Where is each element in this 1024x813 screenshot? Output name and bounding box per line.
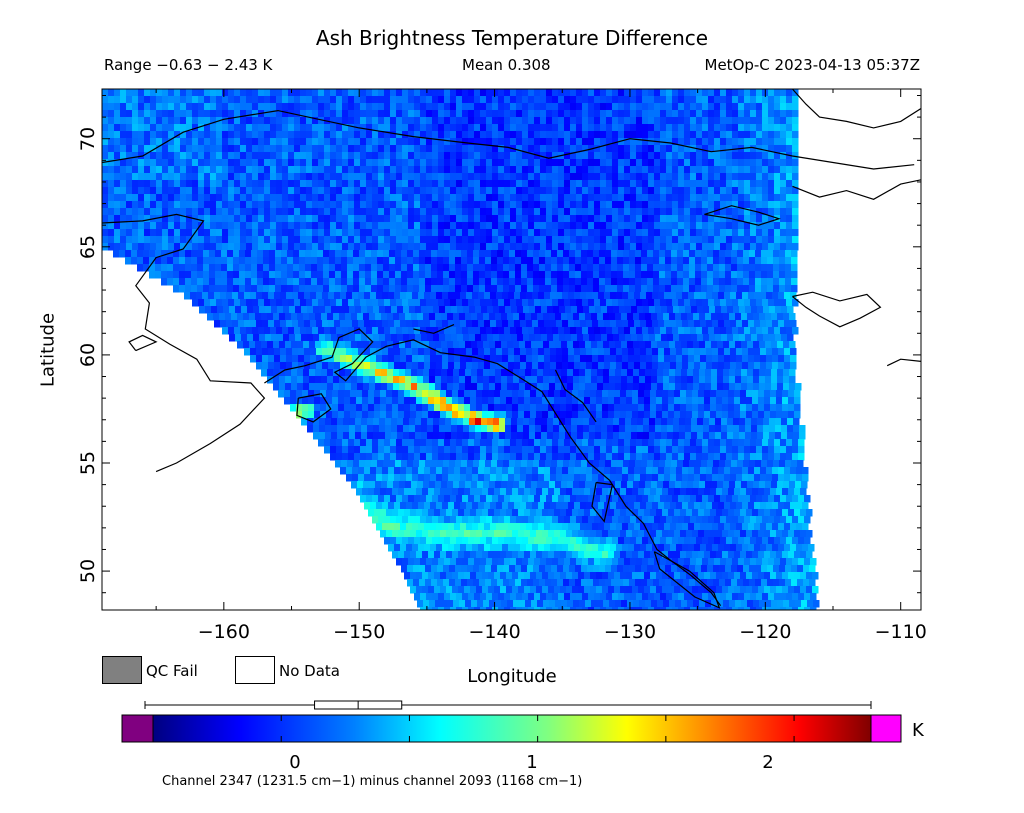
satellite-text: MetOp-C 2023-04-13 05:37Z — [704, 56, 920, 74]
y-axis-label: Latitude — [37, 312, 59, 388]
coastline — [591, 481, 614, 523]
colorbar-tick-label: 0 — [289, 752, 301, 773]
colorbar-unit: K — [912, 720, 924, 741]
colorbar-tick-lines — [152, 715, 795, 742]
y-tick-label: 50 — [77, 558, 99, 584]
plot-frame — [101, 88, 922, 611]
coastline — [554, 369, 597, 423]
x-tick-label: −160 — [197, 621, 250, 643]
coastline — [296, 393, 332, 423]
y-tick-label: 65 — [77, 234, 99, 259]
range-text: Range −0.63 − 2.43 K — [104, 56, 273, 74]
coastlines — [102, 89, 921, 609]
x-tick-label: −110 — [874, 621, 927, 643]
colorbar-caption: Channel 2347 (1231.5 cm−1) minus channel… — [162, 774, 583, 789]
no-data-swatch — [235, 656, 275, 684]
coastline — [128, 334, 158, 352]
x-tick-label: −150 — [333, 621, 386, 643]
boxplot — [144, 700, 872, 710]
coastline — [792, 291, 882, 328]
coastline — [264, 328, 722, 607]
coastline — [413, 324, 455, 334]
chart-title: Ash Brightness Temperature Difference — [315, 26, 709, 50]
y-tick-label: 55 — [77, 450, 99, 476]
x-tick-label: −130 — [603, 621, 657, 643]
qc-fail-swatch — [102, 656, 142, 684]
coastline — [791, 89, 921, 129]
y-tick-label: 70 — [77, 126, 99, 151]
coastline — [886, 358, 921, 367]
data-swath — [102, 89, 820, 610]
x-axis-label: Longitude — [467, 666, 557, 687]
qc-fail-label: QC Fail — [146, 662, 198, 680]
x-tick-label: −140 — [468, 621, 521, 643]
coastline — [704, 205, 781, 226]
y-tick-label: 60 — [77, 342, 99, 367]
coastline — [102, 109, 915, 170]
colorbar-gradient — [152, 714, 872, 743]
colorbar-under — [121, 714, 154, 743]
coastline — [102, 213, 266, 473]
colorbar-tick-label: 1 — [526, 752, 538, 773]
coastline — [653, 551, 721, 609]
x-tick-label: −120 — [739, 621, 792, 643]
no-data-label: No Data — [279, 662, 340, 680]
mean-text: Mean 0.308 — [462, 56, 551, 74]
colorbar-tick-label: 2 — [762, 752, 774, 773]
colorbar-over — [870, 714, 902, 743]
coastline — [792, 179, 921, 200]
axis-ticks — [102, 89, 921, 610]
